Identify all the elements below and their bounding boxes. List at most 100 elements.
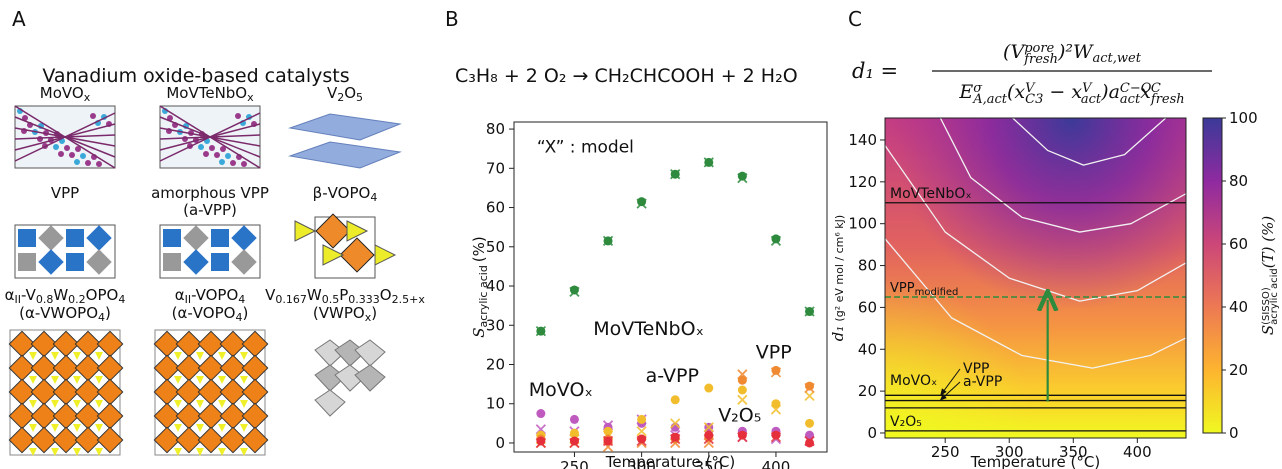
atom (241, 161, 247, 167)
series-label: a-VPP (646, 365, 699, 387)
colorbar-tick-label: 20 (1229, 361, 1248, 379)
tetrahedron (95, 376, 103, 384)
model-point (737, 369, 748, 380)
subscript: 2 (337, 91, 344, 104)
text-part: -VOPO (191, 286, 238, 304)
contour (885, 237, 1186, 369)
text-part: OPO (86, 286, 119, 304)
tetrahedron (240, 376, 248, 384)
catalyst-label: αII-V0.8W0.2OPO4 (5, 286, 126, 306)
colorbar-label: S(SISSO)acrylic acid(T) (%) (1259, 216, 1280, 336)
tetrahedron (51, 352, 59, 360)
octahedron (153, 354, 181, 382)
colorbar-subscript: acrylic acid (1269, 268, 1280, 325)
model-point (804, 390, 815, 402)
tetrahedron (73, 400, 81, 408)
octahedron (96, 354, 124, 382)
y-tick-label: 40 (486, 277, 505, 295)
atom (90, 113, 96, 119)
octahedron (52, 426, 80, 454)
y-axis-unit: (%) (470, 236, 488, 262)
octahedron (241, 330, 269, 358)
atom (198, 144, 204, 150)
annotation: “X” : model (537, 138, 634, 158)
y-tick-label: 0 (867, 424, 877, 442)
octahedron (8, 330, 36, 358)
tetrahedron (218, 448, 226, 456)
colorbar-tick-label: 60 (1229, 235, 1248, 253)
atom (225, 153, 231, 159)
atom (85, 160, 91, 166)
measured-point (637, 414, 647, 424)
octahedron (163, 253, 181, 271)
measured-point (569, 428, 579, 438)
octahedron (52, 354, 80, 382)
colorbar-tick-label: 0 (1229, 424, 1239, 442)
text-part: (α-VOPO (172, 304, 236, 322)
text-part: O (344, 84, 356, 102)
superscript: V (1025, 81, 1036, 96)
catalyst-label: (α-VWOPO4) (19, 304, 111, 324)
tetrahedron (218, 352, 226, 360)
tetrahedron (51, 448, 59, 456)
measured-point (737, 171, 747, 181)
text-part: VPP (51, 184, 79, 202)
octahedron (219, 378, 247, 406)
tetrahedron (29, 448, 37, 456)
atom (37, 136, 43, 142)
octahedron (241, 402, 269, 430)
model-point (703, 437, 714, 449)
atom (69, 152, 75, 158)
model-point (770, 431, 782, 443)
catalyst-label: (a-VPP) (183, 201, 237, 219)
reference-label: VPP (963, 361, 989, 377)
reference-label: V₂O₅ (890, 414, 922, 430)
x-tick-label: 250 (560, 458, 589, 469)
measured-point (771, 430, 781, 440)
measured-point (637, 197, 647, 207)
text-part: W (307, 286, 322, 304)
catalyst-label: β-VOPO4 (313, 184, 378, 204)
reference-name: MoVOₓ (890, 373, 937, 389)
atom (230, 160, 236, 166)
model-point (602, 435, 614, 447)
measured-point (771, 365, 781, 375)
subscript: act (1081, 92, 1102, 107)
tetrahedron (51, 376, 59, 384)
formula-numerator: (Vpore fresh)²Wact,wet (1003, 41, 1142, 67)
octahedron (96, 330, 124, 358)
octahedron (211, 229, 229, 247)
subscript: fresh (1023, 52, 1058, 67)
text-part: (V (1003, 41, 1026, 63)
octahedron (96, 378, 124, 406)
tetrahedron (51, 424, 59, 432)
model-point (737, 172, 748, 184)
structure-image (14, 224, 116, 279)
text-part: β-VOPO (313, 184, 371, 202)
tetrahedron (218, 376, 226, 384)
y-tick-label: 30 (486, 316, 505, 334)
model-point (770, 367, 782, 378)
text-part: α (5, 286, 15, 304)
subscript: 5 (356, 91, 363, 104)
octahedron (175, 426, 203, 454)
subscript: II (15, 293, 22, 306)
octahedron (74, 378, 102, 406)
atom (53, 144, 59, 150)
text-part: E (958, 81, 973, 103)
tetrahedron (95, 424, 103, 432)
atom (75, 146, 81, 152)
atom (203, 151, 209, 157)
text-part: x (1140, 81, 1151, 103)
series-label: MoVOₓ (529, 379, 593, 401)
series-label: MoVTeNbOₓ (593, 318, 704, 340)
reference-label: VPPmodified (890, 281, 958, 298)
octahedron (241, 354, 269, 382)
subscript: 2.5+x (392, 293, 426, 306)
subscript: x (247, 91, 254, 104)
superscript: σ (973, 81, 983, 96)
octahedron (74, 330, 102, 358)
measured-point (670, 395, 680, 405)
model-point (804, 382, 815, 394)
superscript: pore (1024, 41, 1054, 56)
